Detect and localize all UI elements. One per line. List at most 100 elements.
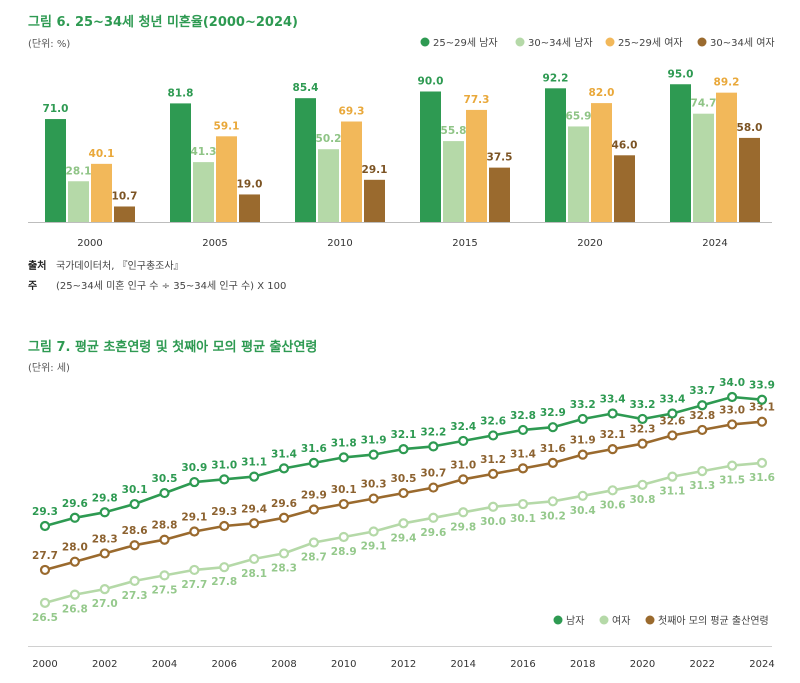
data-value-label: 31.4 bbox=[510, 448, 536, 460]
data-point bbox=[368, 526, 379, 537]
legend-marker bbox=[599, 615, 609, 625]
data-point bbox=[547, 457, 558, 468]
data-value-label: 31.9 bbox=[361, 435, 387, 447]
bar-value-label: 82.0 bbox=[589, 87, 615, 99]
bar-value-label: 28.1 bbox=[66, 165, 92, 177]
data-point bbox=[99, 584, 110, 595]
figure-6-legend: 25~29세 남자 30~34세 남자 25~29세 여자 30~34세 여자 bbox=[420, 37, 775, 49]
bar-2000-1 bbox=[45, 119, 66, 222]
bar-2020-4 bbox=[614, 155, 635, 222]
series-line-2 bbox=[44, 461, 763, 605]
x-tick-label: 2016 bbox=[510, 659, 535, 670]
data-value-label: 31.8 bbox=[331, 437, 357, 449]
data-point bbox=[39, 597, 51, 608]
figure-7-plot: 26.526.8 27.027.3 27.5 27.7 27.828.1 28.328.7… bbox=[32, 377, 775, 624]
data-value-label: 29.3 bbox=[32, 506, 58, 518]
data-point bbox=[517, 424, 529, 436]
x-tick-label: 2020 bbox=[577, 238, 602, 249]
bar-value-label: 46.0 bbox=[612, 139, 638, 151]
data-value-label: 29.6 bbox=[420, 527, 446, 539]
bar-2010-2 bbox=[318, 149, 339, 222]
data-value-label: 29.4 bbox=[241, 503, 267, 515]
bar-2015-1 bbox=[420, 91, 441, 222]
data-value-label: 33.2 bbox=[630, 399, 656, 411]
x-tick-label: 2005 bbox=[202, 238, 227, 249]
data-point bbox=[308, 457, 319, 468]
data-value-label: 30.7 bbox=[420, 468, 446, 480]
data-value-label: 30.3 bbox=[361, 479, 387, 491]
x-tick-label: 2018 bbox=[570, 659, 595, 670]
data-value-label: 29.3 bbox=[211, 506, 237, 518]
data-point bbox=[308, 504, 319, 515]
data-point bbox=[189, 526, 200, 537]
data-value-label: 31.0 bbox=[450, 459, 476, 471]
x-tick-label: 2012 bbox=[391, 659, 416, 670]
legend-marker bbox=[420, 37, 430, 47]
data-value-label: 33.9 bbox=[749, 380, 775, 392]
bar-value-label: 59.1 bbox=[214, 120, 240, 132]
data-value-label: 28.3 bbox=[271, 562, 297, 574]
data-value-label: 27.8 bbox=[211, 576, 237, 588]
bar-value-label: 95.0 bbox=[668, 68, 694, 80]
bar-value-label: 55.8 bbox=[441, 125, 467, 137]
data-point bbox=[398, 444, 409, 455]
data-point bbox=[697, 424, 708, 436]
data-point bbox=[69, 556, 80, 567]
bar-value-label: 37.5 bbox=[487, 152, 513, 164]
data-value-label: 29.8 bbox=[92, 492, 118, 504]
data-value-label: 31.2 bbox=[480, 454, 506, 466]
bar-value-label: 65.9 bbox=[566, 110, 592, 122]
data-point bbox=[428, 482, 439, 493]
x-tick-label: 2024 bbox=[749, 659, 774, 670]
data-value-label: 31.3 bbox=[689, 480, 715, 492]
data-point bbox=[219, 562, 230, 573]
data-point bbox=[756, 457, 768, 468]
data-value-label: 26.8 bbox=[62, 604, 88, 616]
data-value-label: 30.9 bbox=[181, 462, 207, 474]
bar-2010-4 bbox=[364, 179, 385, 222]
data-value-label: 29.1 bbox=[361, 540, 387, 552]
bar-value-label: 50.2 bbox=[316, 133, 342, 145]
data-point bbox=[667, 471, 678, 482]
data-value-label: 27.7 bbox=[181, 579, 207, 591]
data-point bbox=[278, 463, 290, 474]
data-point bbox=[249, 518, 260, 529]
data-value-label: 33.0 bbox=[719, 404, 745, 416]
bar-value-label: 29.1 bbox=[362, 164, 388, 176]
data-value-label: 28.3 bbox=[92, 533, 118, 545]
bar-2000-3 bbox=[91, 163, 112, 222]
data-value-label: 30.2 bbox=[540, 510, 566, 522]
data-value-label: 30.5 bbox=[391, 473, 417, 485]
bar-2005-3 bbox=[216, 136, 237, 222]
legend-marker bbox=[645, 615, 655, 625]
data-value-label: 32.3 bbox=[630, 424, 656, 436]
data-point bbox=[488, 501, 499, 512]
data-point bbox=[39, 520, 51, 532]
data-point bbox=[637, 479, 648, 490]
data-point bbox=[697, 400, 708, 411]
figure-7-x-axis: 2000 2002 2004 2006 2008 2010 2012 2014 2016 2018… bbox=[28, 646, 775, 670]
data-point bbox=[338, 498, 349, 510]
data-value-label: 32.1 bbox=[600, 429, 626, 441]
x-tick-label: 2015 bbox=[452, 238, 477, 249]
data-value-label: 31.6 bbox=[540, 443, 566, 455]
bar-2005-4 bbox=[239, 194, 260, 222]
data-value-label: 30.1 bbox=[510, 513, 536, 525]
series-line-3 bbox=[44, 420, 763, 572]
bar-2000-4 bbox=[114, 206, 135, 222]
data-value-label: 29.8 bbox=[450, 521, 476, 533]
data-value-label: 28.8 bbox=[152, 520, 178, 532]
data-point bbox=[99, 507, 110, 518]
data-value-label: 32.4 bbox=[450, 421, 476, 433]
data-value-label: 31.5 bbox=[719, 475, 745, 487]
data-point bbox=[129, 575, 140, 586]
data-point bbox=[547, 496, 558, 507]
data-value-label: 32.1 bbox=[391, 429, 417, 441]
data-point bbox=[189, 564, 200, 576]
data-value-label: 28.1 bbox=[241, 568, 267, 580]
bar-2015-3 bbox=[466, 109, 487, 222]
x-tick-label: 2022 bbox=[690, 659, 715, 670]
data-point bbox=[189, 476, 200, 488]
legend-marker bbox=[515, 37, 525, 47]
legend-label: 30~34세 남자 bbox=[528, 37, 593, 49]
